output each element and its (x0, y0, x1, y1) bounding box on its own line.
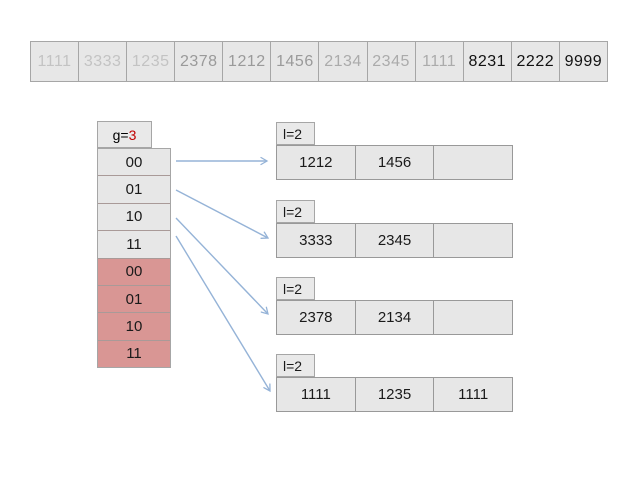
bucket-depth-label: l=2 (276, 277, 315, 300)
global-depth-prefix: g= (112, 126, 129, 143)
key-cell: 1111 (414, 42, 463, 81)
bucket-slot: 1456 (354, 146, 434, 179)
bucket-depth-label: l=2 (276, 200, 315, 223)
directory-cell-highlighted: 10 (98, 312, 170, 340)
bucket-slot-empty (433, 146, 513, 179)
arrow-dir10-to-bucket3 (175, 217, 269, 315)
bucket-depth-label: l=2 (276, 122, 315, 145)
bucket-slot: 1235 (354, 378, 434, 411)
directory-cell-highlighted: 00 (98, 257, 170, 285)
key-cell: 3333 (78, 42, 127, 81)
directory-cell-highlighted: 11 (98, 339, 170, 367)
directory-cell-highlighted: 01 (98, 284, 170, 313)
global-depth-label: g= 3 (97, 121, 152, 148)
directory-column: 00 01 10 11 00 01 10 11 (97, 148, 171, 368)
key-cell: 2378 (174, 42, 223, 81)
key-cell: 8231 (462, 42, 511, 81)
bucket-slot: 1111 (433, 378, 513, 411)
bucket-slot-empty (433, 224, 513, 257)
key-cell: 1212 (222, 42, 271, 81)
key-cell: 2222 (510, 42, 559, 81)
bucket-slot: 2378 (277, 301, 355, 334)
bucket-slot: 2134 (354, 301, 434, 334)
key-cell: 9999 (558, 42, 607, 81)
bucket-row: 2378 2134 (276, 300, 513, 335)
bucket-slot-empty (433, 301, 513, 334)
directory-cell: 11 (98, 230, 170, 258)
bucket-row: 3333 2345 (276, 223, 513, 258)
directory-cell: 10 (98, 202, 170, 231)
key-cell: 1456 (270, 42, 319, 81)
key-sequence-row: 1111 3333 1235 2378 1212 1456 2134 2345 … (30, 41, 608, 82)
bucket-row: 1212 1456 (276, 145, 513, 180)
directory-cell: 01 (98, 175, 170, 203)
bucket-slot: 1212 (277, 146, 355, 179)
key-cell: 2345 (366, 42, 415, 81)
arrow-dir01-to-bucket2 (175, 189, 270, 239)
bucket-slot: 3333 (277, 224, 355, 257)
key-cell: 1111 (31, 42, 79, 81)
directory-cell: 00 (98, 149, 170, 176)
bucket-depth-label: l=2 (276, 354, 315, 377)
key-cell: 2134 (318, 42, 367, 81)
key-cell: 1235 (126, 42, 175, 81)
bucket-slot: 1111 (277, 378, 355, 411)
arrow-dir11-to-bucket4 (175, 235, 271, 393)
bucket-row: 1111 1235 1111 (276, 377, 513, 412)
global-depth-value: 3 (128, 126, 137, 143)
bucket-slot: 2345 (354, 224, 434, 257)
